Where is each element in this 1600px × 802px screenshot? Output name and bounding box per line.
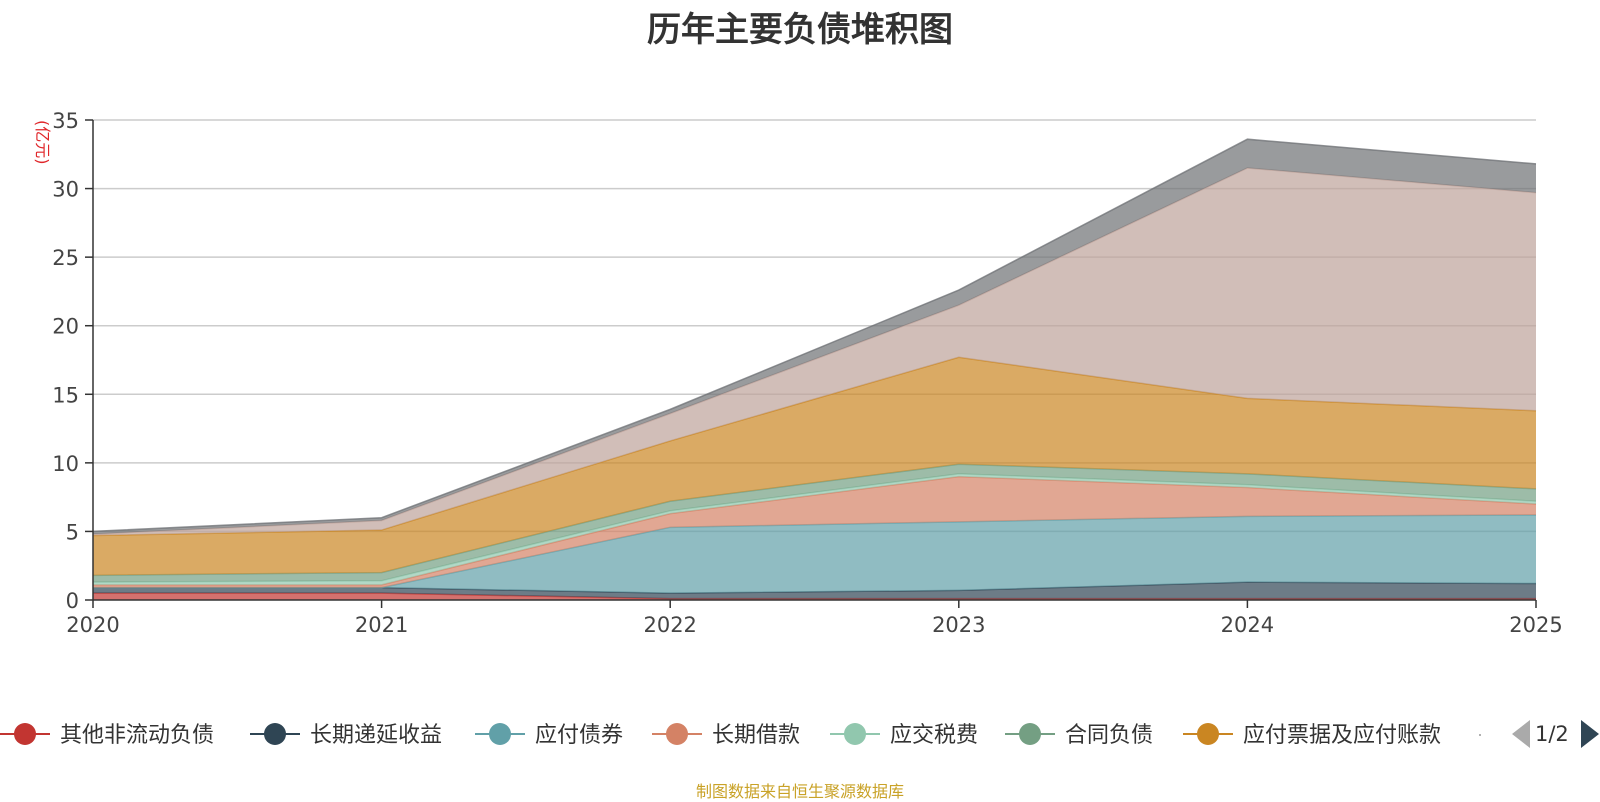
y-axis-unit: (亿元) bbox=[33, 120, 52, 165]
area-series-7[interactable] bbox=[93, 357, 1536, 576]
legend-label: 合同负债 bbox=[1065, 723, 1153, 748]
y-tick-label: 20 bbox=[52, 315, 79, 339]
legend-item-1[interactable]: 其他非流动负债 bbox=[0, 723, 214, 748]
area-line-series-9 bbox=[92, 138, 1537, 533]
y-tick-label: 30 bbox=[52, 178, 79, 202]
legend-overflow-dot bbox=[1479, 734, 1481, 736]
stacked-areas bbox=[92, 138, 1537, 600]
legend-next-icon[interactable] bbox=[1581, 720, 1599, 748]
area-series-9[interactable] bbox=[93, 139, 1536, 535]
y-tick-label: 25 bbox=[52, 246, 79, 270]
area-series-3[interactable] bbox=[93, 514, 1536, 594]
source-note: 制图数据来自恒生聚源数据库 bbox=[695, 782, 904, 801]
legend-circle-icon bbox=[666, 723, 688, 745]
legend-label: 长期借款 bbox=[712, 723, 800, 748]
legend-item-5[interactable]: 应交税费 bbox=[830, 723, 978, 748]
legend: 其他非流动负债 长期递延收益 应付债券 长期借款 应交税费 合同负债 应付票据及应付账款 bbox=[0, 723, 1481, 748]
legend-label: 长期递延收益 bbox=[310, 723, 442, 748]
legend-circle-icon bbox=[844, 723, 866, 745]
y-tick-label: 0 bbox=[66, 589, 79, 613]
x-tick-label: 2025 bbox=[1509, 613, 1562, 637]
legend-circle-icon bbox=[1019, 723, 1041, 745]
area-line-series-1 bbox=[93, 592, 1536, 600]
y-tick-label: 10 bbox=[52, 452, 79, 476]
legend-item-2[interactable]: 长期递延收益 bbox=[250, 723, 442, 748]
legend-label: 应交税费 bbox=[890, 723, 978, 748]
chart-title: 历年主要负债堆积图 bbox=[647, 10, 953, 50]
area-series-6[interactable] bbox=[93, 464, 1536, 583]
legend-label: 应付债券 bbox=[535, 723, 623, 748]
legend-pager: 1/2 bbox=[1512, 720, 1599, 748]
legend-prev-icon[interactable] bbox=[1512, 720, 1530, 748]
y-tick-label: 5 bbox=[66, 520, 79, 544]
legend-item-7[interactable]: 应付票据及应付账款 bbox=[1183, 723, 1441, 748]
legend-item-6[interactable]: 合同负债 bbox=[1005, 723, 1153, 748]
legend-circle-icon bbox=[1197, 723, 1219, 745]
area-series-4[interactable] bbox=[93, 476, 1536, 588]
area-series-8[interactable] bbox=[93, 168, 1536, 536]
x-tick-label: 2023 bbox=[932, 613, 985, 637]
legend-circle-icon bbox=[489, 723, 511, 745]
x-tick-label: 2020 bbox=[66, 613, 119, 637]
x-tick-label: 2024 bbox=[1221, 613, 1274, 637]
y-tick-label: 35 bbox=[52, 109, 79, 133]
legend-item-3[interactable]: 应付债券 bbox=[475, 723, 623, 748]
legend-item-4[interactable]: 长期借款 bbox=[652, 723, 800, 748]
x-tick-label: 2021 bbox=[355, 613, 408, 637]
legend-label: 应付票据及应付账款 bbox=[1243, 723, 1441, 748]
area-series-2[interactable] bbox=[93, 582, 1536, 599]
y-tick-label: 15 bbox=[52, 383, 79, 407]
legend-circle-icon bbox=[14, 723, 36, 745]
legend-circle-icon bbox=[264, 723, 286, 745]
x-tick-label: 2022 bbox=[643, 613, 696, 637]
legend-page-indicator: 1/2 bbox=[1535, 722, 1569, 746]
legend-label: 其他非流动负债 bbox=[60, 723, 214, 748]
